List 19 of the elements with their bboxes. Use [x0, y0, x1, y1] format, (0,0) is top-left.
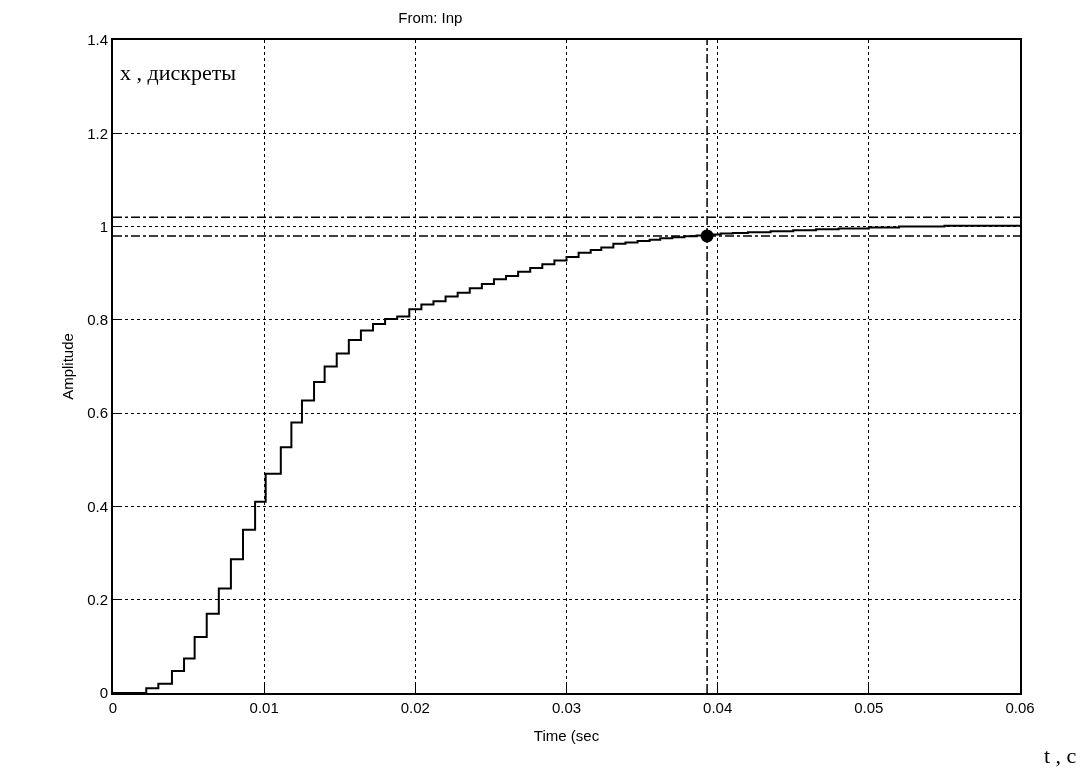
- y-tick-label: 0.6: [87, 404, 108, 422]
- x-tick-label: 0.06: [1005, 699, 1035, 716]
- chart-title: From: Inp: [398, 9, 463, 27]
- y-tick-label: 0.2: [87, 590, 108, 608]
- y-tick-label: 0: [99, 684, 108, 702]
- y-axis-title: Amplitude: [58, 333, 76, 400]
- x-tick-label: 0.02: [400, 699, 430, 716]
- x-axis-title: Time (sec: [533, 726, 600, 744]
- y-tick-label: 0.4: [87, 497, 108, 515]
- text: t , с: [1044, 743, 1077, 768]
- y-tick-label: 0.8: [87, 311, 108, 329]
- y-tick-label: 1.2: [87, 124, 108, 142]
- x-tick-label: 0.01: [249, 699, 279, 716]
- x-tick-label: 0.05: [854, 699, 884, 716]
- y-tick-label: 1.4: [87, 31, 108, 49]
- annotation: x , дискреты: [120, 60, 237, 85]
- x-tick-label: 0.03: [551, 699, 582, 716]
- y-tick-label: 1: [99, 217, 108, 235]
- x-tick-label: 0.04: [703, 699, 733, 716]
